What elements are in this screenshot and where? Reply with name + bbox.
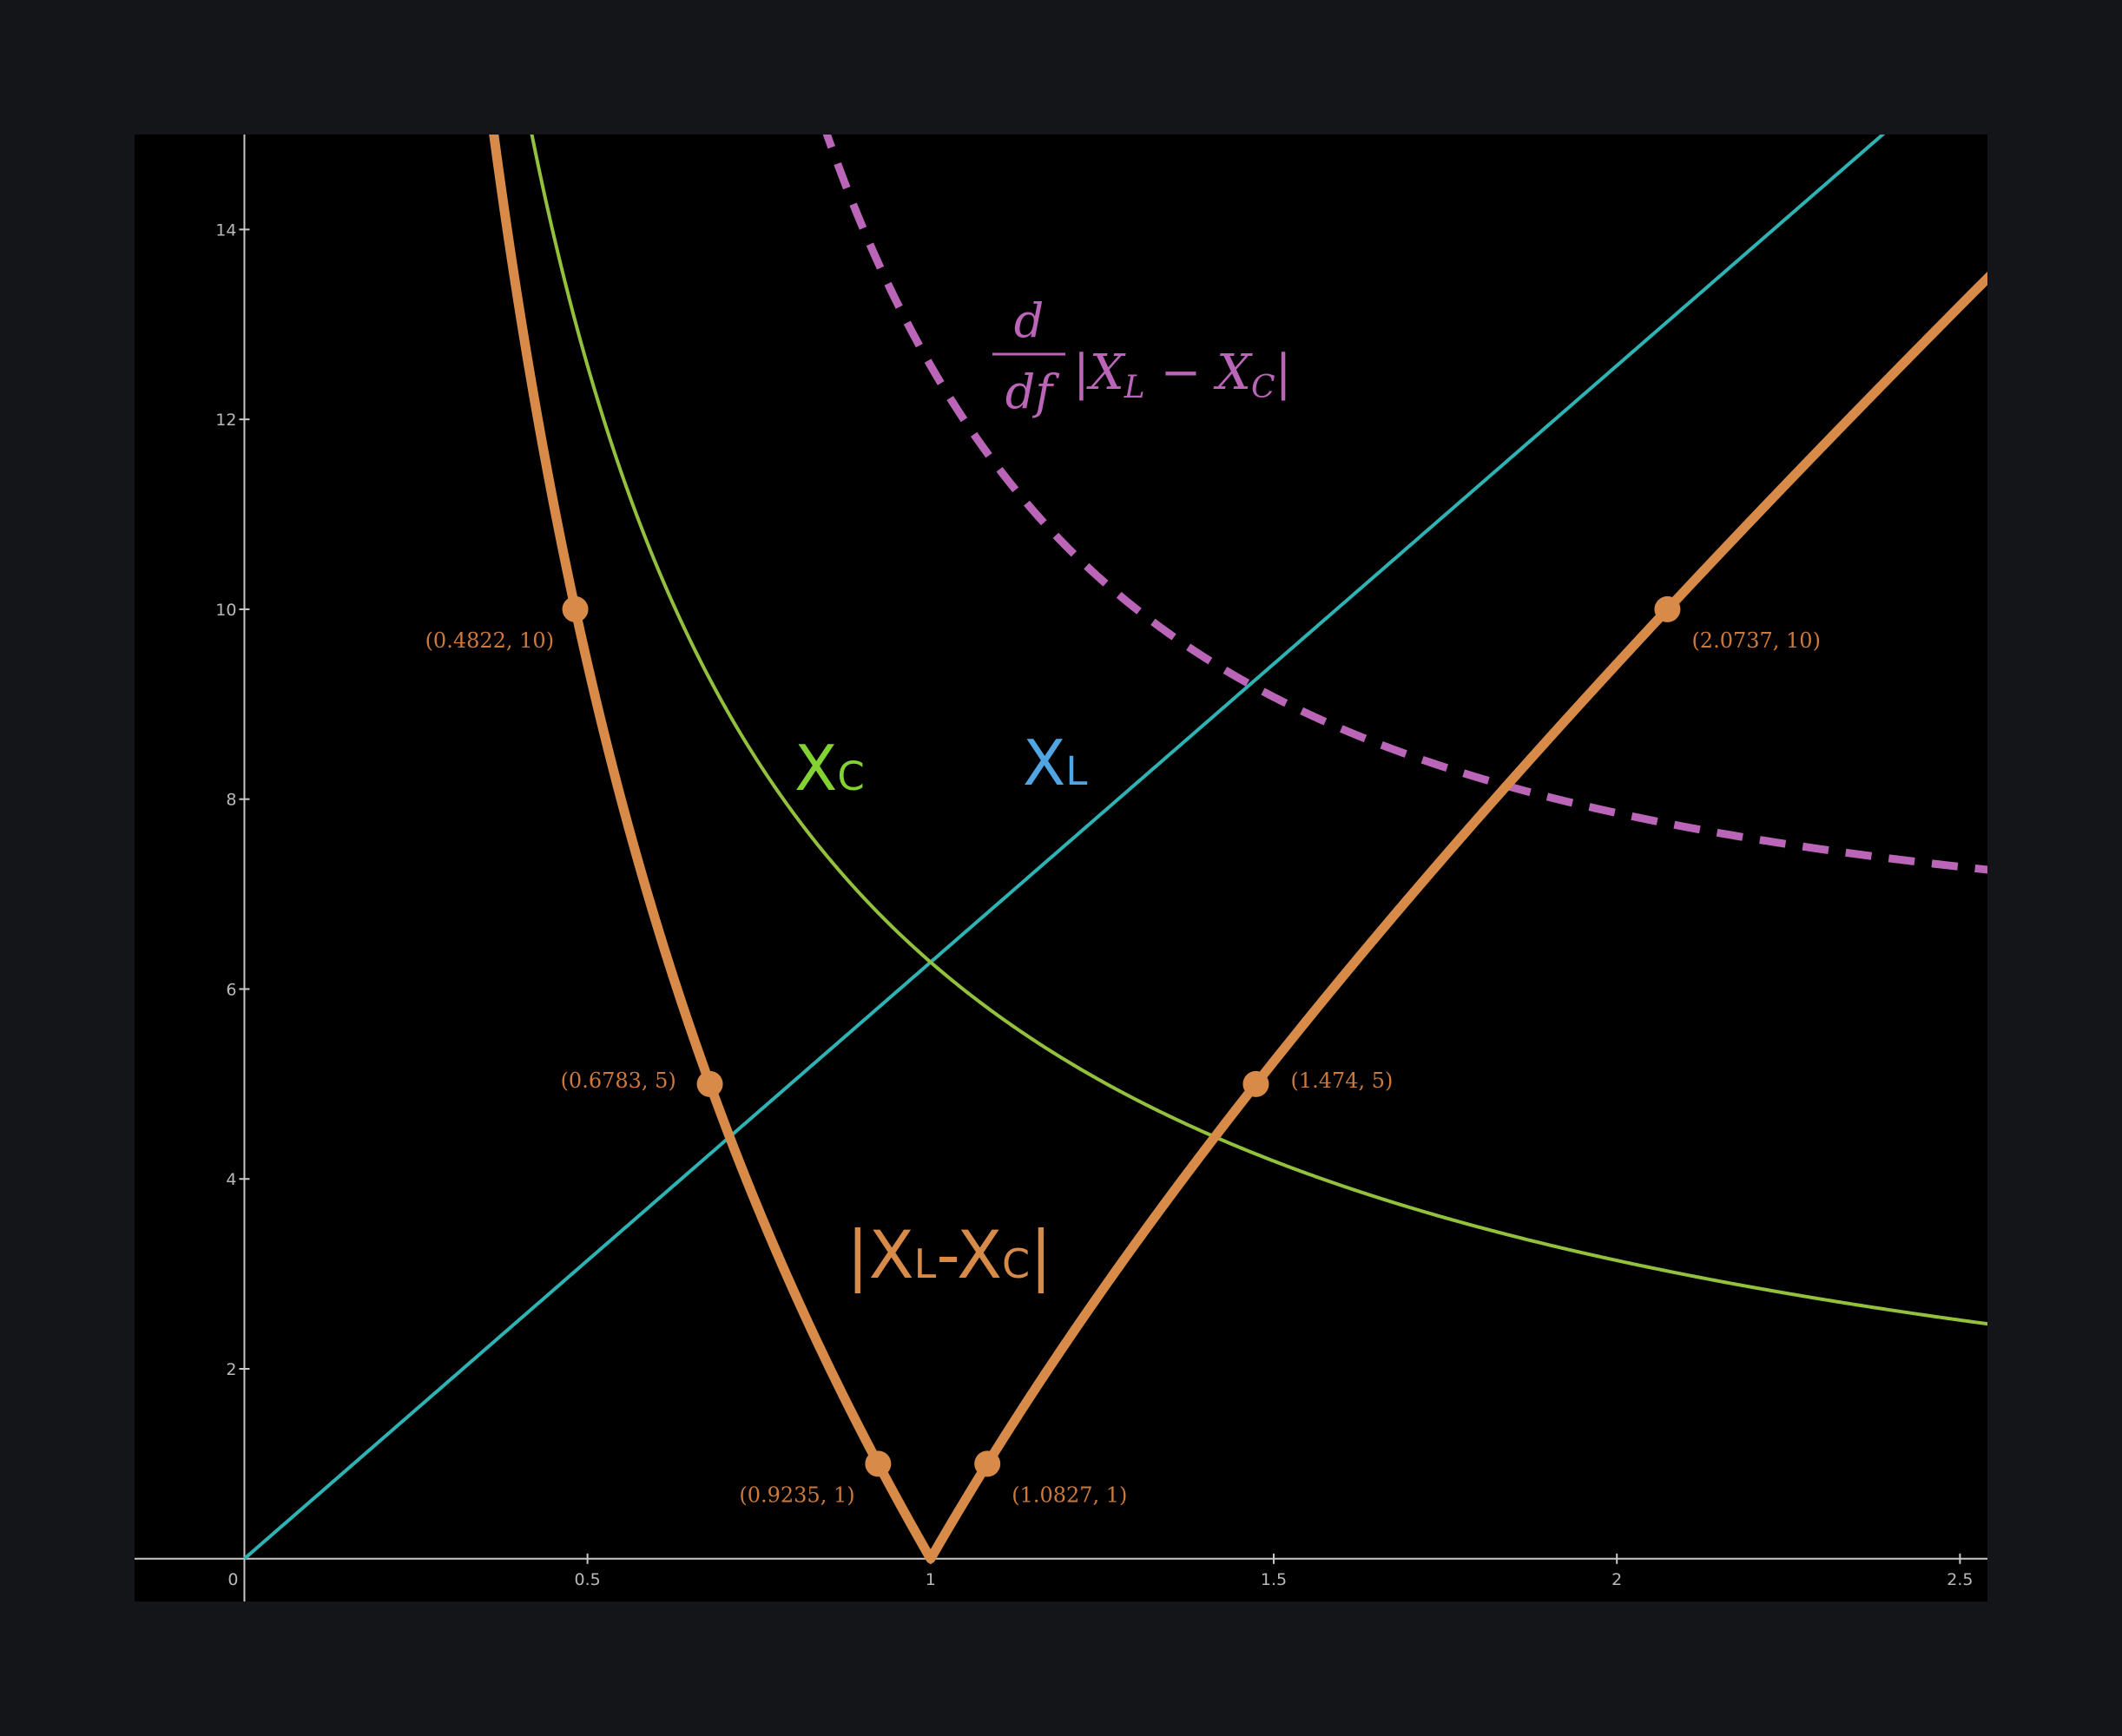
- x-tick-label: 1: [926, 1570, 936, 1589]
- deriv-expr-close: |: [1275, 345, 1292, 401]
- x-tick-label: 0.5: [575, 1570, 601, 1589]
- data-points: (0.4822, 10) (2.0737, 10) (0.6783, 5) (1.47…: [425, 595, 1821, 1507]
- data-point-label: (2.0737, 10): [1691, 628, 1820, 653]
- data-point: [562, 595, 589, 622]
- x-tick-label: 0: [227, 1570, 238, 1589]
- data-point: [974, 1450, 1001, 1477]
- xl-label-sub: L: [1065, 748, 1087, 794]
- series-deriv-line: [822, 135, 1987, 874]
- deriv-label-expression: |XL − XC|: [1073, 345, 1291, 405]
- deriv-label-denominator: df: [1005, 365, 1060, 419]
- data-point: [1242, 1070, 1269, 1097]
- deriv-expr-sub1: L: [1124, 370, 1145, 405]
- deriv-label: d df |XL − XC|: [992, 293, 1291, 419]
- deriv-expr-open: |X: [1073, 345, 1126, 401]
- y-tick-label: 10: [215, 601, 236, 620]
- data-point: [1654, 595, 1681, 622]
- data-point: [696, 1070, 723, 1097]
- diff-label-open: |X: [847, 1216, 914, 1294]
- data-point: [865, 1450, 892, 1477]
- y-tick-label: 12: [215, 411, 236, 430]
- diff-label-mid: -X: [936, 1216, 1002, 1293]
- series-xl-line: [243, 135, 1886, 1561]
- x-tick-label: 2: [1611, 1570, 1622, 1589]
- x-tick-label: 1.5: [1261, 1570, 1287, 1589]
- data-point-label: (1.474, 5): [1290, 1069, 1393, 1093]
- xc-label: XC: [794, 732, 865, 805]
- y-tick-label: 14: [215, 220, 236, 240]
- diff-label-close: |: [1030, 1216, 1052, 1294]
- deriv-expr-sub2: C: [1251, 370, 1275, 405]
- x-tick-label: 2.5: [1947, 1570, 1973, 1589]
- deriv-label-numerator: d: [1014, 293, 1045, 348]
- y-tick-label: 6: [226, 980, 236, 999]
- diff-label: |XL-XC|: [847, 1216, 1052, 1294]
- xc-label-main: X: [794, 732, 837, 805]
- data-point-label: (0.6783, 5): [561, 1069, 676, 1093]
- axes: 0 0.5 1 1.5 2 2.5 2 4 6 8 10 12 14: [135, 135, 1987, 1601]
- diff-label-sub1: L: [914, 1240, 937, 1287]
- data-point-label: (1.0827, 1): [1012, 1483, 1127, 1507]
- xl-label-main: X: [1023, 727, 1065, 799]
- y-tick-label: 2: [226, 1360, 236, 1379]
- y-tick-label: 4: [226, 1170, 236, 1189]
- data-point-label: (0.9235, 1): [739, 1483, 854, 1507]
- series-xc-line: [530, 135, 1987, 1326]
- xl-label: XL: [1023, 727, 1087, 799]
- y-tick-label: 8: [226, 791, 236, 810]
- diff-label-sub2: C: [1002, 1240, 1030, 1287]
- xc-label-sub: C: [837, 753, 864, 799]
- deriv-expr-mid: − X: [1145, 345, 1254, 401]
- data-point-label: (0.4822, 10): [425, 628, 555, 653]
- curve-labels: XC XL|XL-XC|ddf |XL − XC|: [794, 293, 1291, 1294]
